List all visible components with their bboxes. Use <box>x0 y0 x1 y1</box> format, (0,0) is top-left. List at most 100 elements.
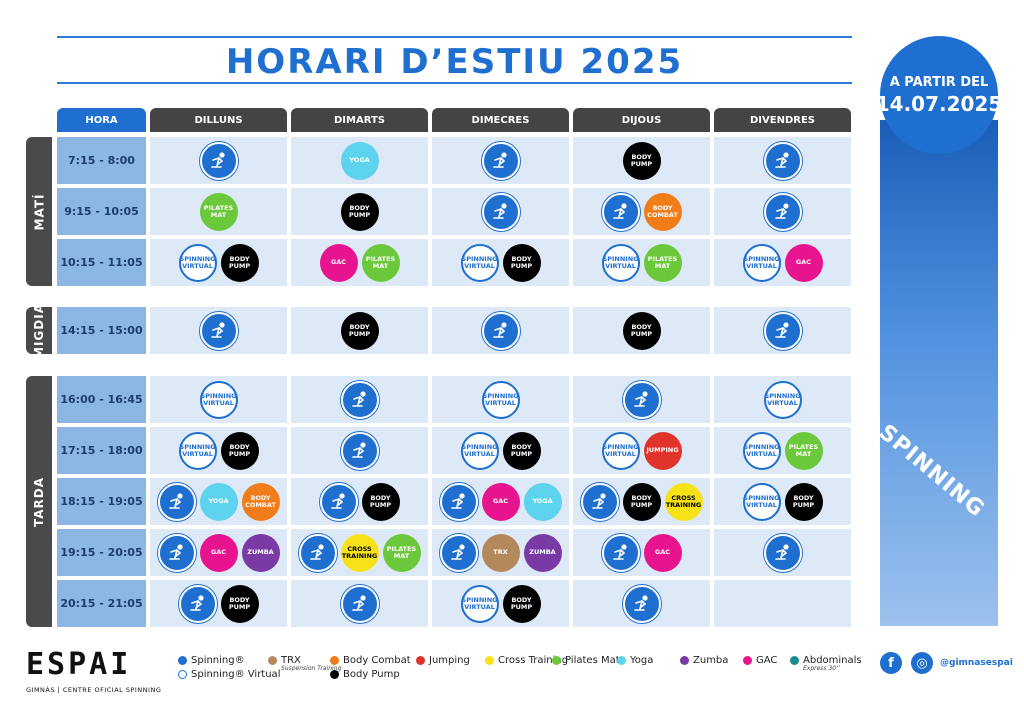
legend-item-comb: Body Combat <box>330 655 411 666</box>
class-badge-pil: PILATES MAT <box>361 243 400 282</box>
class-badge-gac: GAC <box>199 533 238 572</box>
spinning-cyclist-icon <box>601 533 640 572</box>
spinning-cyclist-icon <box>763 192 802 231</box>
schedule-cell: SPINNING VIRTUAL BODY PUMP <box>150 427 287 474</box>
spinning-cyclist-icon <box>298 533 337 572</box>
schedule-cell <box>714 529 851 576</box>
column-header-dimecres: DIMECRES <box>432 108 569 132</box>
legend-item-body: Body Pump <box>330 669 400 680</box>
spinning-cyclist-icon <box>481 192 520 231</box>
schedule-cell: GAC YOGA <box>432 478 569 525</box>
class-badge-virt: SPINNING VIRTUAL <box>178 431 217 470</box>
spinning-cyclist-icon <box>340 380 379 419</box>
spinning-cyclist-icon <box>622 584 661 623</box>
spinning-cyclist-icon <box>580 482 619 521</box>
schedule-cell: SPINNING VIRTUAL <box>150 376 287 423</box>
schedule-cell: SPINNING VIRTUAL PILATES MAT <box>714 427 851 474</box>
column-header-dilluns: DILLUNS <box>150 108 287 132</box>
schedule-cell: GAC ZUMBA <box>150 529 287 576</box>
instagram-icon[interactable]: ◎ <box>911 652 933 674</box>
class-badge-pil: PILATES MAT <box>784 431 823 470</box>
spinning-cyclist-icon <box>481 311 520 350</box>
instagram-handle[interactable]: @gimnasespai <box>940 658 1013 668</box>
legend-item-abs: Abdominals Express 30’’ <box>790 655 862 673</box>
schedule-cell: SPINNING VIRTUAL BODY PUMP <box>150 239 287 286</box>
legend-label: Pilates Mat <box>565 655 620 666</box>
spinning-cyclist-icon <box>439 533 478 572</box>
class-badge-zum: ZUMBA <box>523 533 562 572</box>
legend-label: Yoga <box>630 655 654 666</box>
schedule-cell: GAC <box>573 529 710 576</box>
spinning-cyclist-icon <box>763 141 802 180</box>
spinning-cyclist-icon <box>439 482 478 521</box>
class-badge-body: BODY PUMP <box>622 141 661 180</box>
class-badge-yoga: YOGA <box>199 482 238 521</box>
title-rule-bottom <box>57 82 852 84</box>
spinning-cyclist-icon <box>157 533 196 572</box>
class-badge-gac: GAC <box>319 243 358 282</box>
schedule-cell: YOGA BODY COMBAT <box>150 478 287 525</box>
legend-label: Spinning® <box>191 655 245 666</box>
legend-dot <box>268 656 277 665</box>
class-badge-pil: PILATES MAT <box>199 192 238 231</box>
class-badge-virt: SPINNING VIRTUAL <box>460 431 499 470</box>
class-badge-gac: GAC <box>643 533 682 572</box>
legend-label: Jumping <box>429 655 470 666</box>
schedule-cell: BODY PUMP <box>573 307 710 354</box>
schedule-cell <box>573 580 710 627</box>
legend-label: Cross Training <box>498 655 569 666</box>
class-badge-virt: SPINNING VIRTUAL <box>178 243 217 282</box>
class-badge-zum: ZUMBA <box>241 533 280 572</box>
class-badge-yoga: YOGA <box>340 141 379 180</box>
class-badge-virt: SPINNING VIRTUAL <box>763 380 802 419</box>
time-slot: 20:15 - 21:05 <box>57 580 146 627</box>
legend-label: Body Pump <box>343 669 400 680</box>
time-slot: 17:15 - 18:00 <box>57 427 146 474</box>
time-slot: 10:15 - 11:05 <box>57 239 146 286</box>
class-badge-body: BODY PUMP <box>784 482 823 521</box>
logo-subtitle: GIMNÀS | CENTRE OFICIAL SPINNING <box>26 686 162 694</box>
legend-item-trx: TRX Suspension Training <box>268 655 341 673</box>
legend-dot <box>743 656 752 665</box>
legend-item-cross: Cross Training <box>485 655 568 666</box>
spinning-cyclist-icon <box>340 431 379 470</box>
schedule-cell: SPINNING VIRTUAL BODY PUMP <box>714 478 851 525</box>
legend-dot <box>617 656 626 665</box>
column-header-dimarts: DIMARTS <box>291 108 428 132</box>
period-band-0: MATÍ <box>26 137 52 286</box>
legend-item-pil: Pilates Mat <box>552 655 620 666</box>
legend-dot <box>790 656 799 665</box>
spinning-cyclist-icon <box>763 533 802 572</box>
legend-item-gac: GAC <box>743 655 777 666</box>
schedule-cell: BODY PUMP <box>291 188 428 235</box>
class-badge-body: BODY PUMP <box>502 584 541 623</box>
start-date-badge: A PARTIR DEL 14.07.2025 <box>876 36 1002 154</box>
schedule-cell: SPINNING VIRTUAL <box>714 376 851 423</box>
schedule-cell: YOGA <box>291 137 428 184</box>
class-badge-pil: PILATES MAT <box>382 533 421 572</box>
schedule-cell: BODY COMBAT <box>573 188 710 235</box>
espai-logo: ESPAI GIMNÀS | CENTRE OFICIAL SPINNING <box>26 650 162 695</box>
class-badge-virt: SPINNING VIRTUAL <box>481 380 520 419</box>
class-badge-comb: BODY COMBAT <box>643 192 682 231</box>
period-label: TARDA <box>32 476 46 527</box>
class-badge-virt: SPINNING VIRTUAL <box>742 243 781 282</box>
time-slot: 14:15 - 15:00 <box>57 307 146 354</box>
schedule-cell: TRX ZUMBA <box>432 529 569 576</box>
class-badge-virt: SPINNING VIRTUAL <box>742 482 781 521</box>
title-rule-top <box>57 36 852 38</box>
schedule-cell <box>573 376 710 423</box>
legend-dot <box>330 656 339 665</box>
schedule-cell: SPINNING VIRTUAL <box>432 376 569 423</box>
facebook-icon[interactable]: f <box>880 652 902 674</box>
spinning-banner-text: SPINNING <box>880 420 990 523</box>
schedule-cell <box>714 580 851 627</box>
class-badge-body: BODY PUMP <box>220 584 259 623</box>
spinning-cyclist-icon <box>481 141 520 180</box>
class-badge-virt: SPINNING VIRTUAL <box>742 431 781 470</box>
spinning-cyclist-icon <box>199 141 238 180</box>
time-slot: 7:15 - 8:00 <box>57 137 146 184</box>
schedule-cell <box>291 580 428 627</box>
class-badge-body: BODY PUMP <box>361 482 400 521</box>
class-badge-pil: PILATES MAT <box>643 243 682 282</box>
